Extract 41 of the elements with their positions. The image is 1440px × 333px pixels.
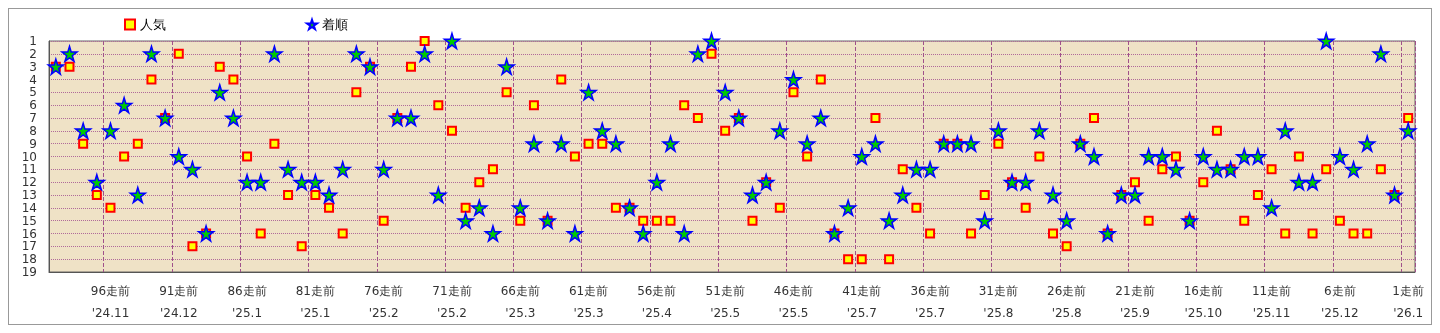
x-tick-label: 11走前 '25.11 [1251,284,1292,320]
x-tick-label: 61走前 '25.3 [568,284,609,320]
y-tick-label: 16 [21,226,37,241]
x-tick-label: 16走前 '25.10 [1183,284,1223,320]
x-tick-label: 21走前 '25.9 [1115,284,1155,320]
y-tick-label: 7 [29,111,37,125]
x-tick-label: 1走前 '26.1 [1392,284,1424,320]
legend-label: 人気 [140,17,166,32]
x-tick-label: 91走前 '24.12 [159,284,199,320]
y-tick-label: 19 [21,265,37,279]
x-tick-label: 46走前 '25.5 [773,284,814,320]
legend-label: 着順 [322,17,348,32]
y-tick-label: 1 [29,34,37,48]
y-tick-label: 5 [29,85,37,100]
y-tick-label: 13 [21,188,37,202]
y-tick-label: 11 [21,162,37,177]
y-tick-label: 15 [21,213,37,228]
y-tick-label: 12 [21,175,37,190]
x-tick-label: 56走前 '25.4 [637,284,677,320]
x-tick-label: 31走前 '25.8 [978,284,1019,320]
x-tick-label: 6走前 '25.12 [1321,284,1359,320]
y-tick-label: 14 [21,200,37,215]
x-tick-label: 71走前 '25.2 [432,284,472,320]
x-tick-label: 51走前 '25.5 [705,284,745,320]
y-tick-label: 10 [21,149,37,164]
x-tick-label: 76走前 '25.2 [364,284,404,320]
x-tick-label: 41走前 '25.7 [842,284,882,320]
y-tick-label: 2 [29,46,37,61]
y-tick-label: 8 [29,123,37,138]
y-tick-label: 18 [21,252,37,267]
x-tick-label: 96走前 '24.11 [90,284,131,320]
x-tick-label: 26走前 '25.8 [1047,284,1087,320]
y-tick-label: 3 [29,59,37,74]
y-tick-label: 4 [29,72,37,87]
x-tick-label: 66走前 '25.3 [500,284,540,320]
y-tick-label: 9 [29,136,37,151]
x-tick-label: 36走前 '25.7 [910,284,950,320]
y-tick-label: 17 [21,239,37,254]
x-tick-label: 86走前 '25.1 [227,284,267,320]
x-tick-label: 81走前 '25.1 [295,284,336,320]
y-tick-label: 6 [29,98,37,113]
